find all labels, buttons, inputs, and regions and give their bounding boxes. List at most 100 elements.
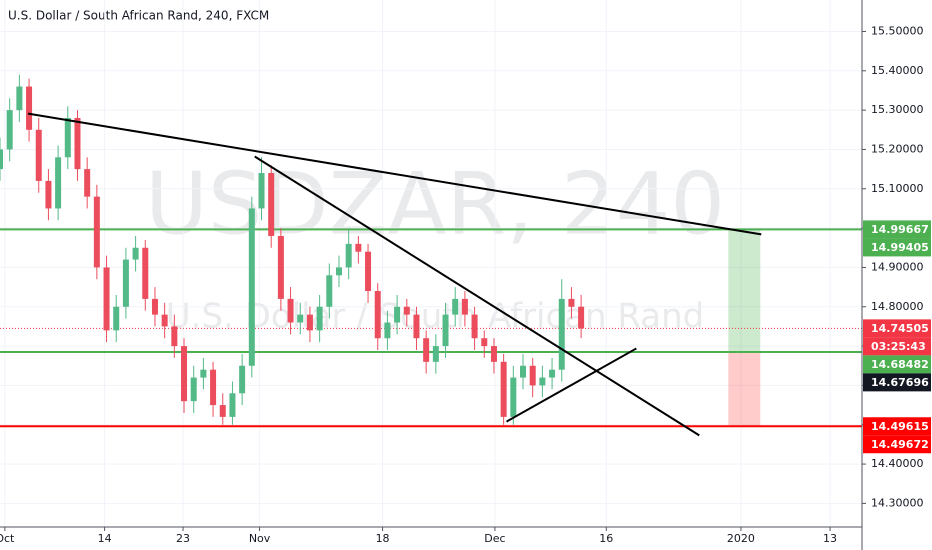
price-label: 14.68482 [871,358,929,371]
y-tick-label: 15.30000 [871,103,924,116]
trend-line [506,347,637,423]
candle-body [113,306,120,331]
candle-body [103,267,110,331]
watermark: USDZAR, 240 [145,154,725,254]
price-label-bg [863,435,931,454]
y-tick-label: 15.40000 [871,64,924,77]
price-label: 14.99667 [871,223,929,236]
candle-body [510,377,517,417]
y-tick-label: 14.90000 [871,260,924,273]
candle-body [471,314,478,339]
x-tick-label: Nov [249,532,271,545]
x-tick-label: 18 [376,532,390,545]
candle-body [239,365,246,394]
chart-title: U.S. Dollar / South African Rand, 240, F… [8,9,269,23]
candle-body [229,393,236,417]
candle-body [490,346,497,362]
candle-body [394,306,401,323]
price-label: 14.49615 [871,420,929,433]
candle-body [35,129,42,181]
candle-body [335,267,342,276]
price-label-bg [863,220,931,239]
candle-body [171,326,178,347]
candle-body [413,314,420,339]
price-label-bg [863,355,931,374]
candle-body [481,338,488,347]
candle-body [345,243,352,268]
candle-body [258,173,265,209]
countdown-label-bg [863,337,931,356]
candle-body [374,291,381,339]
candle-body [55,157,62,209]
candle-body [74,117,81,170]
candle-body [568,298,575,307]
x-tick-label: Oct [0,532,15,545]
candle-body [423,338,430,362]
candle-body [122,259,129,307]
candle-body [142,247,149,299]
candle-body [403,306,410,315]
candle-body [432,346,439,362]
price-label: 14.99405 [871,241,929,254]
candle-body [326,275,333,307]
price-label: 14.49672 [871,438,929,451]
price-label-bg [863,417,931,436]
y-tick-label: 14.80000 [871,300,924,313]
x-tick-label: 23 [176,532,190,545]
candle-body [151,298,158,315]
price-label-bg [863,373,931,392]
position-stop [728,352,761,427]
price-label: 14.74505 [871,322,929,335]
candle-body [45,180,52,209]
candle-body [268,173,275,236]
candle-body [210,369,217,406]
candle-body [384,322,391,339]
candle-body [16,86,23,111]
candle-body [297,314,304,323]
candle-body [6,110,13,150]
candle-body [200,369,207,378]
candle-body [452,298,459,315]
candle-body [442,314,449,347]
price-label-bg [863,319,931,338]
candle-body [306,314,313,331]
candle-body [549,369,556,378]
candle-body [248,208,255,366]
trend-line [27,112,762,236]
candle-body [539,377,546,386]
candle-body [500,361,507,417]
candle-body [520,365,527,378]
countdown-label: 03:25:43 [871,340,926,353]
candle-body [277,235,284,299]
y-tick-label: 14.30000 [871,496,924,509]
candle-body [0,149,3,170]
candle-body [558,298,565,370]
y-tick-label: 15.20000 [871,142,924,155]
candle-body [365,251,372,292]
candle-body [93,196,100,268]
candle-body [190,377,197,402]
x-tick-label: 13 [823,532,837,545]
price-label: 14.67696 [871,376,929,389]
price-label-bg [863,238,931,257]
candle-body [529,365,536,386]
trend-line [254,155,700,437]
candle-body [578,306,585,329]
candle-body [84,169,91,197]
x-tick-label: 14 [98,532,112,545]
position-target [728,229,761,353]
candle-body [132,247,139,260]
candle-body [181,346,188,402]
watermark-subtitle: U.S. Dollar / South African Rand [166,297,704,337]
x-tick-label: Dec [484,532,505,545]
candle-body [316,306,323,331]
price-axis-bg [862,0,932,550]
candle-body [287,298,294,323]
y-tick-label: 15.50000 [871,24,924,37]
x-tick-label: 2020 [727,532,755,545]
x-tick-label: 16 [599,532,613,545]
candle-body [355,243,362,252]
candle-body [26,86,33,130]
candle-body [161,314,168,327]
